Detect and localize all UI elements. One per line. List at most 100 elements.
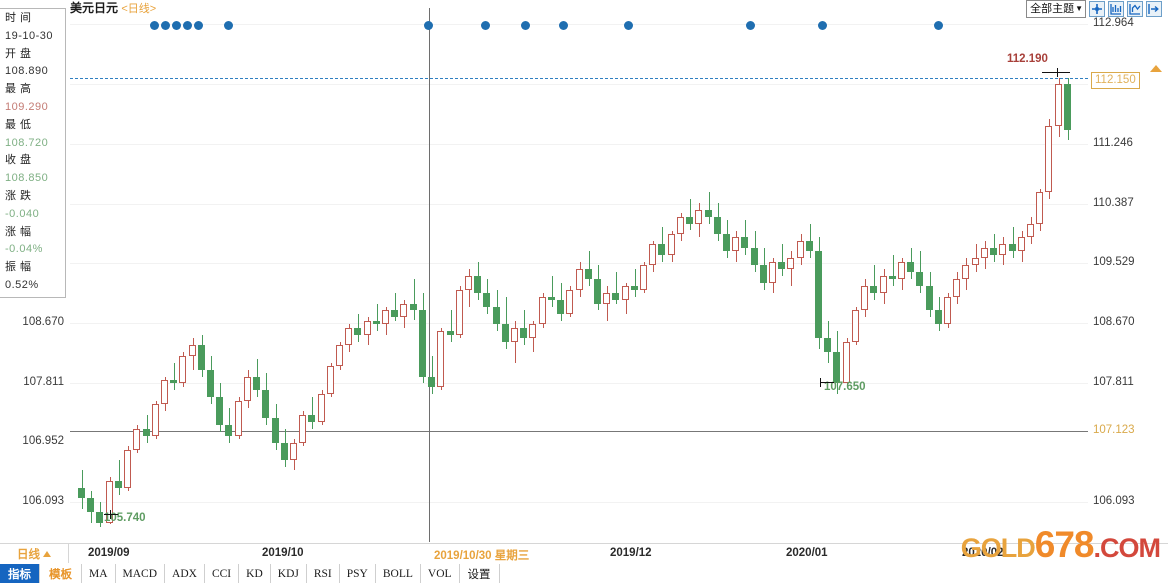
candle-body [189,345,196,356]
annotation-tick [820,378,821,387]
candle-body [502,324,509,342]
info-label-3: 最 低 [5,118,32,131]
candle-body [898,261,905,280]
info-label-1: 开 盘 [5,47,32,60]
period-tab-daily[interactable]: 日线 [0,544,69,563]
candle-wick [1012,227,1014,259]
candle-body [115,480,122,488]
candle-body [474,275,481,294]
annotation-tick [110,510,111,519]
candle-wick [311,397,313,429]
event-marker-dot[interactable] [624,21,633,30]
gridline-0 [70,24,1088,26]
event-marker-dot[interactable] [818,21,827,30]
candle-wick [781,244,783,276]
gridline-1 [70,84,1088,86]
candle-body [170,379,177,384]
candle-body [106,480,113,523]
indicator-button-模板[interactable]: 模板 [40,564,82,583]
candle-body [419,310,426,377]
candle-body [1055,84,1062,127]
event-marker-dot[interactable] [521,21,530,30]
indicator-button-vol[interactable]: VOL [421,564,460,583]
candle-body [631,286,638,290]
info-value-5: -0.040 [5,207,40,220]
price-annotation: 112.190 [1007,53,1048,65]
theme-select[interactable]: 全部主题 ▼ [1026,0,1086,18]
candle-wick [708,192,710,224]
candle-body [999,244,1006,255]
candle-body [962,265,969,280]
candle-body [677,216,684,234]
indicator-button-kd[interactable]: KD [239,564,271,583]
indicator-button-设置[interactable]: 设置 [460,564,500,583]
price-arrow-icon [1150,65,1162,72]
price-axis-left: 108.670 107.811 106.952 106.093 [0,8,68,542]
candle-body [990,247,997,255]
candle-body [622,286,629,301]
candle-body [576,268,583,290]
candle-body [907,261,914,273]
candle-wick [173,362,175,391]
event-marker-dot[interactable] [934,21,943,30]
candle-wick [873,265,875,301]
indicator-button-boll[interactable]: BOLL [376,564,421,583]
candle-body [428,376,435,387]
indicator-button-kdj[interactable]: KDJ [271,564,307,583]
candle-body [345,327,352,346]
candle-body [852,310,859,342]
candle-body [1064,84,1071,130]
indicator-button-ma[interactable]: MA [82,564,116,583]
watermark-part-2: 678 [1034,524,1095,565]
event-marker-dot[interactable] [559,21,568,30]
event-marker-dot[interactable] [150,21,159,30]
crosshair-tool-button[interactable] [1089,1,1105,17]
candle-body [548,296,555,301]
candle-body [78,487,85,499]
chart-title: 美元日元 <日线> [70,0,156,15]
candle-wick [376,303,378,332]
candle-body [797,240,804,259]
left-axis-tick-2: 106.952 [22,435,64,448]
candle-body [161,379,168,405]
candle-body [290,442,297,460]
candle-body [465,275,472,290]
shift-right-button[interactable] [1146,1,1162,17]
indicator-button-rsi[interactable]: RSI [307,564,340,583]
event-marker-dot[interactable] [183,21,192,30]
right-axis-tick-8: 106.093 [1093,495,1135,508]
event-marker-dot[interactable] [481,21,490,30]
zoom-chart-button[interactable] [1127,1,1143,17]
candle-wick [661,227,663,262]
indicator-button-cci[interactable]: CCI [205,564,240,583]
site-watermark: GOLD678.COM [960,524,1161,566]
candle-body [207,369,214,398]
event-marker-dot[interactable] [172,21,181,30]
candle-body [400,303,407,318]
theme-select-label: 全部主题 [1030,2,1075,15]
candle-body [124,449,131,488]
event-marker-dot[interactable] [224,21,233,30]
candle-body [391,310,398,318]
time-axis-label-2: 2019/10/30 星期三 [434,550,530,562]
indicator-button-macd[interactable]: MACD [116,564,166,583]
info-value-3: 108.720 [5,136,49,149]
indicator-button-指标[interactable]: 指标 [0,564,40,583]
candle-body [96,512,103,523]
candle-body [354,327,361,335]
candle-body [870,286,877,294]
candle-wick [551,275,553,307]
info-label-4: 收 盘 [5,154,32,167]
event-marker-dot[interactable] [194,21,203,30]
indicator-button-adx[interactable]: ADX [165,564,205,583]
event-marker-dot[interactable] [424,21,433,30]
watermark-part-1: GOLD [960,533,1036,563]
event-marker-dot[interactable] [746,21,755,30]
candle-body [225,425,232,436]
indicator-button-psy[interactable]: PSY [340,564,376,583]
gridline-6 [70,382,1088,384]
event-marker-dot[interactable] [161,21,170,30]
fit-chart-button[interactable] [1108,1,1124,17]
annotation-tick [820,382,834,383]
price-annotation: 107.650 [824,381,866,393]
